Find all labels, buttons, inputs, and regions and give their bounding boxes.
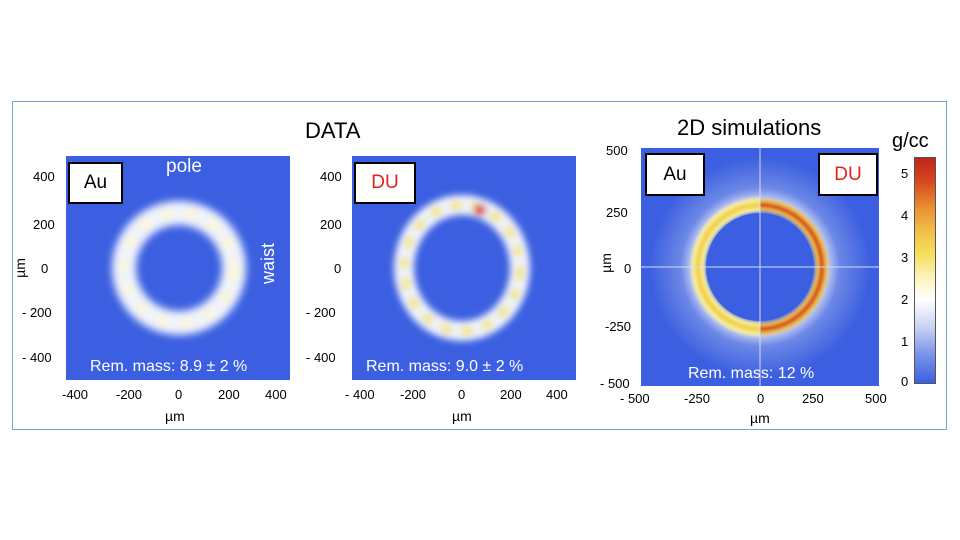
p2-ytick-neg400: - 400 bbox=[306, 350, 336, 365]
p3-ytick-neg250: -250 bbox=[605, 319, 632, 334]
p2-xtick-neg200: -200 bbox=[400, 387, 427, 402]
colorbar-tick-3: 3 bbox=[901, 250, 909, 265]
p1-x-axis-label: µm bbox=[165, 408, 185, 424]
p3-xtick-250: 250 bbox=[802, 391, 824, 406]
waist-label: waist bbox=[258, 242, 279, 285]
colorbar-tick-0: 0 bbox=[901, 374, 909, 389]
p1-ytick-0: 0 bbox=[41, 261, 49, 276]
du-label-box: DU bbox=[354, 162, 416, 204]
p3-ytick-500: 500 bbox=[606, 143, 628, 158]
p1-ytick-400: 400 bbox=[33, 169, 55, 184]
data-title: DATA bbox=[305, 118, 361, 143]
pole-label: pole bbox=[166, 156, 202, 177]
p2-ytick-neg200: - 200 bbox=[306, 305, 336, 320]
p3-x-axis-label: µm bbox=[750, 410, 770, 426]
colorbar-tick-5: 5 bbox=[901, 166, 909, 181]
p3-xtick-500: 500 bbox=[865, 391, 887, 406]
p3-ytick-0: 0 bbox=[624, 261, 632, 276]
sim-du-label-box: DU bbox=[818, 153, 878, 196]
p3-xtick-neg500: - 500 bbox=[620, 391, 650, 406]
au-data-plot bbox=[66, 156, 290, 380]
p3-xtick-neg250: -250 bbox=[684, 391, 711, 406]
p1-xtick-0: 0 bbox=[175, 387, 183, 402]
p2-ytick-400: 400 bbox=[320, 169, 342, 184]
colorbar-unit: g/cc bbox=[892, 130, 929, 152]
p2-x-axis-label: µm bbox=[452, 408, 472, 424]
p2-xtick-200: 200 bbox=[500, 387, 522, 402]
du-rem-mass: Rem. mass: 9.0 ± 2 % bbox=[366, 358, 524, 375]
p1-xtick-neg400: -400 bbox=[62, 387, 89, 402]
p3-xtick-0: 0 bbox=[757, 391, 765, 406]
colorbar-tick-2: 2 bbox=[901, 292, 909, 307]
p1-ytick-neg200: - 200 bbox=[22, 305, 52, 320]
p2-ytick-200: 200 bbox=[320, 217, 342, 232]
colorbar bbox=[914, 157, 936, 384]
p1-y-axis-label: µm bbox=[11, 258, 28, 278]
p1-ytick-200: 200 bbox=[33, 217, 55, 232]
p1-xtick-200: 200 bbox=[218, 387, 240, 402]
colorbar-tick-1: 1 bbox=[901, 334, 909, 349]
p2-xtick-0: 0 bbox=[458, 387, 466, 402]
p3-y-axis-label: µm bbox=[597, 253, 614, 273]
simulation-title: 2D simulations bbox=[677, 115, 822, 140]
sim-au-label-box: Au bbox=[645, 153, 705, 196]
p2-xtick-neg400: - 400 bbox=[345, 387, 375, 402]
p2-ytick-0: 0 bbox=[334, 261, 342, 276]
figure-frame bbox=[12, 101, 947, 430]
au-label-box: Au bbox=[68, 162, 123, 204]
colorbar-tick-4: 4 bbox=[901, 208, 909, 223]
au-rem-mass: Rem. mass: 8.9 ± 2 % bbox=[90, 358, 248, 375]
p3-ytick-neg500: - 500 bbox=[600, 376, 630, 391]
sim-rem-mass: Rem. mass: 12 % bbox=[688, 365, 815, 382]
p1-xtick-neg200: -200 bbox=[116, 387, 143, 402]
p3-ytick-250: 250 bbox=[606, 205, 628, 220]
p1-xtick-400: 400 bbox=[265, 387, 287, 402]
p2-xtick-400: 400 bbox=[546, 387, 568, 402]
p1-ytick-neg400: - 400 bbox=[22, 350, 52, 365]
